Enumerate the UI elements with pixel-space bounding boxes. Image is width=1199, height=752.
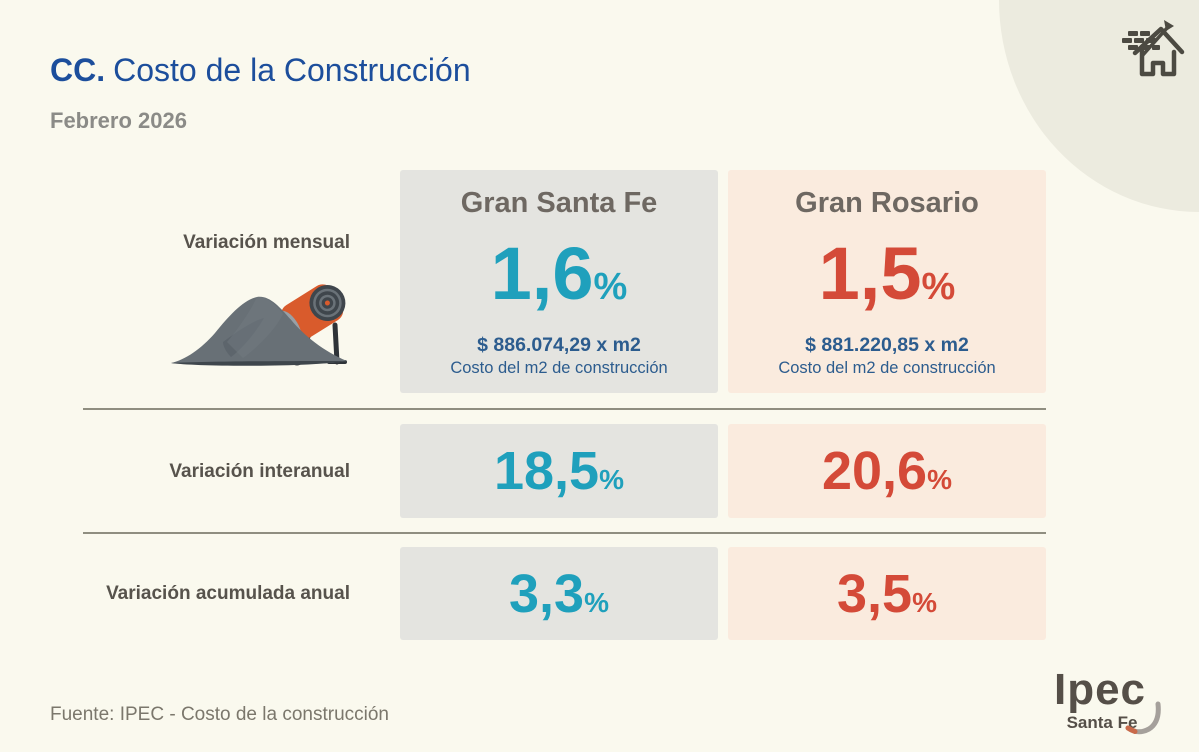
ipec-logo-wordmark: Ipec bbox=[1053, 665, 1147, 714]
column-header-gran-rosario: Gran Rosario bbox=[795, 187, 979, 219]
row-label-variacion-interanual: Variación interanual bbox=[169, 461, 350, 482]
cell-acumulada-santa-fe: 3,3% bbox=[400, 547, 718, 640]
cost-block-rosario: $ 881.220,85 x m2 Costo del m2 de constr… bbox=[778, 333, 995, 380]
value-mensual-rosario: 1,5% bbox=[818, 231, 956, 315]
page-title-text: Costo de la Construcción bbox=[113, 52, 471, 88]
page-subtitle: Febrero 2026 bbox=[50, 108, 187, 133]
cell-interanual-santa-fe: 18,5% bbox=[400, 424, 718, 518]
row-label-variacion-mensual: Variación mensual bbox=[183, 232, 350, 253]
divider-line bbox=[83, 532, 1046, 534]
house-brick-trowel-icon bbox=[1114, 18, 1186, 85]
cost-caption-rosario: Costo del m2 de construcción bbox=[778, 359, 996, 378]
divider-line bbox=[83, 408, 1046, 410]
cost-block-santa-fe: $ 886.074,29 x m2 Costo del m2 de constr… bbox=[450, 333, 667, 380]
page-title-prefix: CC. bbox=[50, 52, 106, 88]
ipec-logo: Ipec Santa Fe bbox=[1030, 665, 1170, 735]
value-interanual-santa-fe: 18,5% bbox=[493, 441, 624, 501]
value-mensual-santa-fe: 1,6% bbox=[490, 231, 628, 315]
column-header-gran-santa-fe: Gran Santa Fe bbox=[460, 187, 658, 219]
value-acumulada-santa-fe: 3,3% bbox=[509, 563, 609, 624]
ipec-logo-swoosh bbox=[1125, 701, 1161, 735]
row-label-variacion-acumulada: Variación acumulada anual bbox=[106, 583, 350, 604]
cost-price-santa-fe: $ 886.074,29 x m2 bbox=[477, 333, 641, 356]
cement-mixer-illustration bbox=[163, 270, 363, 375]
cell-mensual-rosario: Gran Rosario 1,5% $ 881.220,85 x m2 Cost… bbox=[728, 170, 1046, 393]
cost-caption-santa-fe: Costo del m2 de construcción bbox=[450, 359, 668, 378]
page-title: CC. Costo de la Construcción bbox=[50, 52, 471, 89]
source-note: Fuente: IPEC - Costo de la construcción bbox=[50, 704, 389, 725]
cost-price-rosario: $ 881.220,85 x m2 bbox=[805, 333, 969, 356]
value-interanual-rosario: 20,6% bbox=[821, 441, 952, 501]
cell-interanual-rosario: 20,6% bbox=[728, 424, 1046, 518]
value-acumulada-rosario: 3,5% bbox=[837, 563, 937, 624]
ipec-logo-region: Santa Fe bbox=[1066, 713, 1138, 732]
cell-acumulada-rosario: 3,5% bbox=[728, 547, 1046, 640]
cell-mensual-santa-fe: Gran Santa Fe 1,6% $ 886.074,29 x m2 Cos… bbox=[400, 170, 718, 393]
